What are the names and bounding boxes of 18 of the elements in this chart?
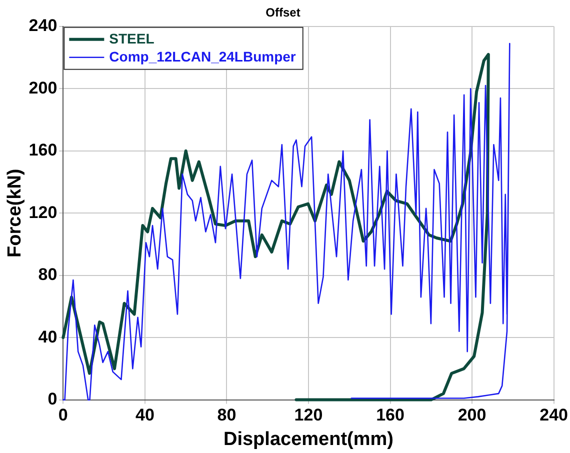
x-tick-label: 200 xyxy=(458,406,486,425)
y-tick-label: 200 xyxy=(28,78,58,98)
x-tick-label: 40 xyxy=(135,406,154,425)
chart-title: Offset xyxy=(266,6,300,20)
y-tick-label: 240 xyxy=(28,16,58,36)
y-tick-label: 160 xyxy=(28,140,58,160)
legend-label: Comp_12LCAN_24LBumper xyxy=(109,48,296,64)
y-axis-title: Force(kN) xyxy=(4,168,26,258)
y-tick-label: 80 xyxy=(38,265,58,284)
x-tick-label: 80 xyxy=(217,406,236,425)
legend-label: STEEL xyxy=(109,30,155,46)
x-tick-label: 240 xyxy=(540,406,568,425)
x-tick-label: 120 xyxy=(294,406,323,425)
y-tick-label: 120 xyxy=(28,202,58,222)
y-tick-label: 40 xyxy=(38,327,58,346)
x-tick-label: 160 xyxy=(376,406,404,425)
y-tick-label: 0 xyxy=(48,389,58,408)
x-axis-title: Displacement(mm) xyxy=(223,428,394,450)
